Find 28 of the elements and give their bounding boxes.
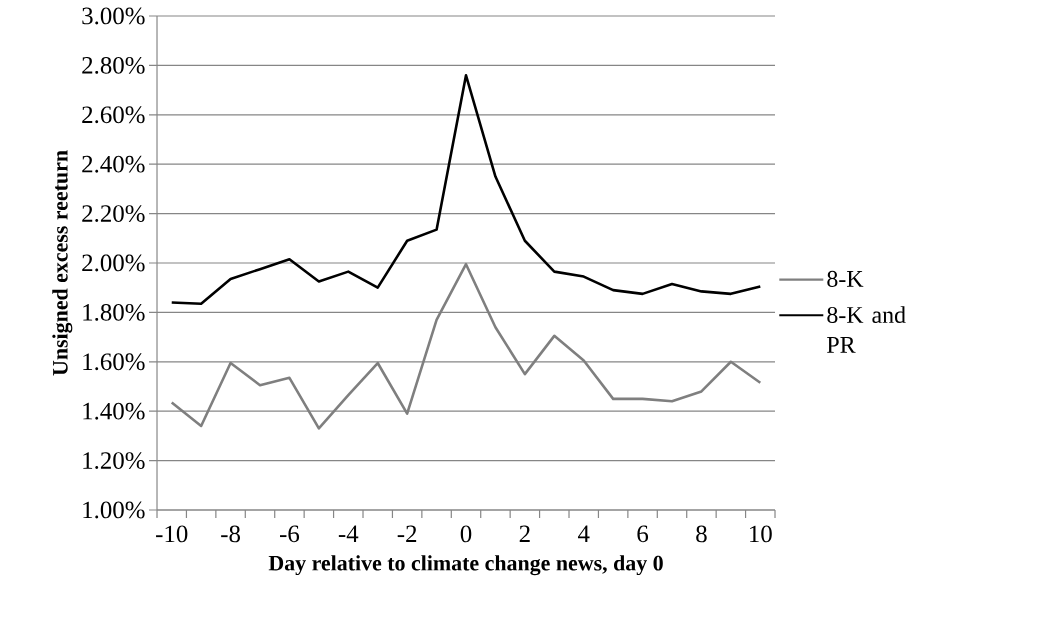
- x-axis-title: Day relative to climate change news, day 0: [268, 555, 663, 576]
- y-tick-label: 1.80%: [83, 303, 145, 321]
- x-tick-label: 0: [460, 525, 472, 543]
- x-tick-label: -2: [397, 525, 417, 542]
- x-tick-label: 8: [696, 525, 707, 543]
- y-tick-label: 3.00%: [82, 7, 145, 25]
- y-tick-label: 1.20%: [83, 452, 145, 470]
- line-series: [170, 262, 762, 430]
- y-tick-label: 1.40%: [83, 402, 145, 420]
- x-tick-label: -4: [338, 525, 359, 542]
- x-tick-label: 2: [519, 525, 530, 542]
- y-tick-label: 2.20%: [82, 205, 145, 223]
- x-tick-label: 10: [750, 525, 772, 543]
- y-tick-label: 2.00%: [82, 254, 145, 272]
- x-tick-label: 4: [577, 525, 590, 542]
- x-tick-label: -6: [279, 525, 300, 543]
- x-tick-label: 6: [637, 525, 649, 543]
- y-tick-label: 2.80%: [82, 56, 145, 74]
- y-tick-label: 2.40%: [82, 155, 145, 173]
- legend-label: 8-K and PR: [827, 306, 906, 353]
- y-tick-label: 2.60%: [82, 106, 145, 124]
- x-tick-label: -10: [156, 525, 188, 543]
- y-axis-title: Unsigned excess reeturn: [52, 150, 73, 376]
- x-tick-label: -8: [221, 525, 240, 543]
- y-tick-label: 1.60%: [83, 353, 145, 371]
- line-series: [170, 73, 762, 306]
- y-tick-label: 1.00%: [83, 501, 145, 519]
- legend-label: 8-K: [827, 270, 864, 287]
